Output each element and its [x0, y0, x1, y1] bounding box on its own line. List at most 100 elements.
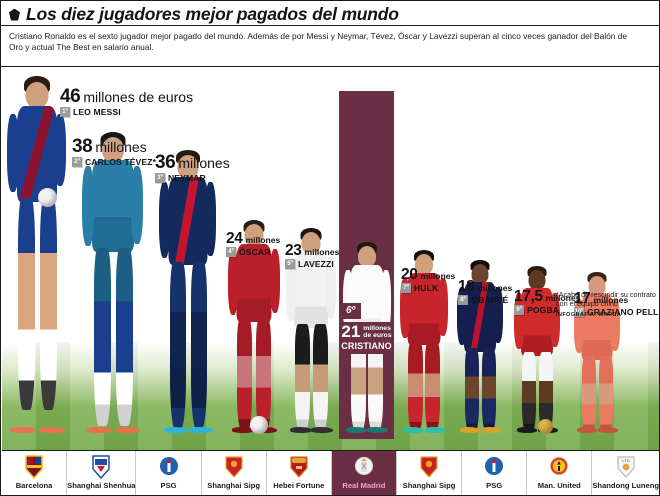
player-figure-mbappe [457, 260, 503, 433]
club-cell-psg-2: PSG [462, 451, 528, 495]
player-figure-oscar [228, 220, 280, 434]
arm-left [514, 293, 524, 349]
player-figure-pogba [514, 266, 560, 434]
arm-left [82, 166, 94, 246]
club-name: Shanghai Sipg [402, 481, 456, 490]
psg-crest-icon [483, 454, 505, 480]
value-label-cristiano: 21 millones de euros CRISTIANO [339, 322, 394, 354]
svg-text:LTD: LTD [622, 458, 629, 463]
football [38, 188, 57, 207]
amount-unit: millones [593, 295, 629, 305]
club-cell-shanghai-shenhua: Shanghai Shenhua [67, 451, 137, 495]
club-name: Shanghai Sipg [207, 481, 261, 490]
leg-left [237, 318, 252, 430]
arm-left [400, 278, 410, 338]
arm-right [326, 257, 336, 319]
head [471, 264, 489, 284]
amount-value: 24 [226, 230, 243, 247]
club-name: Barcelona [15, 481, 53, 490]
value-label-lavezzi: 23 millones 5º LAVEZZI [285, 243, 339, 269]
amount-value: 23 [285, 242, 302, 259]
torso [294, 252, 328, 328]
leg-right [116, 248, 133, 426]
amount-unit: millones de euros [83, 89, 194, 105]
amount-value: 36 [155, 152, 176, 173]
player-name: CARLOS TÉVEZ* [85, 157, 157, 167]
club-cell-real-madrid: Real Madrid [331, 451, 397, 495]
torso [581, 294, 613, 360]
page-title: Los diez jugadores mejor pagados del mun… [26, 4, 399, 24]
shoe-left [517, 427, 537, 433]
shoe-left [460, 427, 480, 433]
club-cell-shanghai-sipg-1: Shanghai Sipg [202, 451, 267, 495]
leg-right [40, 198, 57, 410]
arm-right [54, 114, 66, 186]
standfirst-text: Cristiano Ronaldo es el sexto jugador me… [9, 31, 628, 52]
amount-value: 38 [72, 136, 93, 157]
shoe-right [189, 427, 213, 433]
footnote: *Acaba de rescindir su contrato con el e… [556, 290, 656, 319]
head [177, 155, 199, 179]
leg-right [599, 356, 613, 432]
hebei-fortune-crest-icon [288, 454, 310, 480]
leg-right [482, 348, 496, 432]
shoe-left [164, 427, 188, 433]
player-name: HULK [414, 283, 439, 293]
pentagon-ball-icon [9, 8, 20, 21]
head [301, 232, 321, 254]
leg-right [256, 318, 271, 430]
rank-badge: 3º [155, 173, 165, 183]
leg-right [368, 335, 383, 431]
footnote-text: *Acaba de rescindir su contrato con el e… [556, 290, 656, 308]
arm-left [286, 257, 296, 321]
shoe-left [290, 427, 312, 433]
football [538, 419, 553, 434]
arm-right [381, 270, 391, 332]
leg-left [295, 324, 310, 430]
player-figure-cristiano [343, 242, 391, 433]
arm-right [205, 182, 216, 256]
shanghai-sipg-crest-icon [223, 454, 245, 480]
arm-right [438, 278, 448, 336]
psg-crest-icon [158, 454, 180, 480]
arm-right [493, 287, 503, 343]
player-name: CRISTIANO [341, 341, 392, 351]
amount-unit-line1: millones [363, 324, 391, 332]
value-label-tevez: 38 millones 2º CARLOS TÉVEZ* [72, 137, 156, 167]
shoe-right [39, 427, 65, 433]
value-label-neymar: 36 millones 3º NEYMAR [155, 153, 230, 183]
amount-value: 17 [574, 290, 591, 307]
shoe-right [115, 427, 140, 433]
leg-left [408, 341, 423, 431]
shoe-right [598, 427, 618, 433]
torso [17, 106, 57, 202]
player-name: LEO MESSI [73, 107, 121, 117]
head [528, 270, 546, 290]
amount-unit: millones [245, 235, 281, 245]
man-united-crest-icon [548, 454, 570, 480]
infographic-credit: INFOGRAFÍA: MARCA [556, 312, 622, 319]
player-figure-hulk [400, 250, 448, 433]
value-label-mbappe: 18 millones 8º MBAPPÉ [458, 279, 512, 305]
leg-left [351, 335, 366, 431]
shoe-left [403, 427, 424, 433]
real-madrid-crest-icon [353, 454, 375, 480]
shoe-right [481, 427, 501, 433]
value-label-messi: 46 millones de euros 1º LEO MESSI [60, 87, 193, 117]
amount-unit-line2: de euros [363, 332, 392, 339]
value-label-pogba: 17,5 millones 9º POGBA [514, 289, 580, 315]
shanghai-sipg-crest-icon [418, 454, 440, 480]
head [415, 254, 433, 275]
club-name: Man. United [537, 481, 581, 490]
shandong-luneng-crest-icon: LTD [615, 454, 637, 480]
leg-right [425, 341, 440, 431]
barcelona-crest-icon [23, 454, 45, 480]
amount-unit: millones [420, 271, 456, 281]
rank-badge: 7º [401, 283, 411, 293]
arm-left [574, 299, 584, 353]
shoe-left [346, 427, 367, 433]
leg-left [170, 262, 186, 428]
head [358, 246, 376, 267]
player-name: MBAPPÉ [471, 295, 509, 305]
arm-left [159, 182, 170, 258]
